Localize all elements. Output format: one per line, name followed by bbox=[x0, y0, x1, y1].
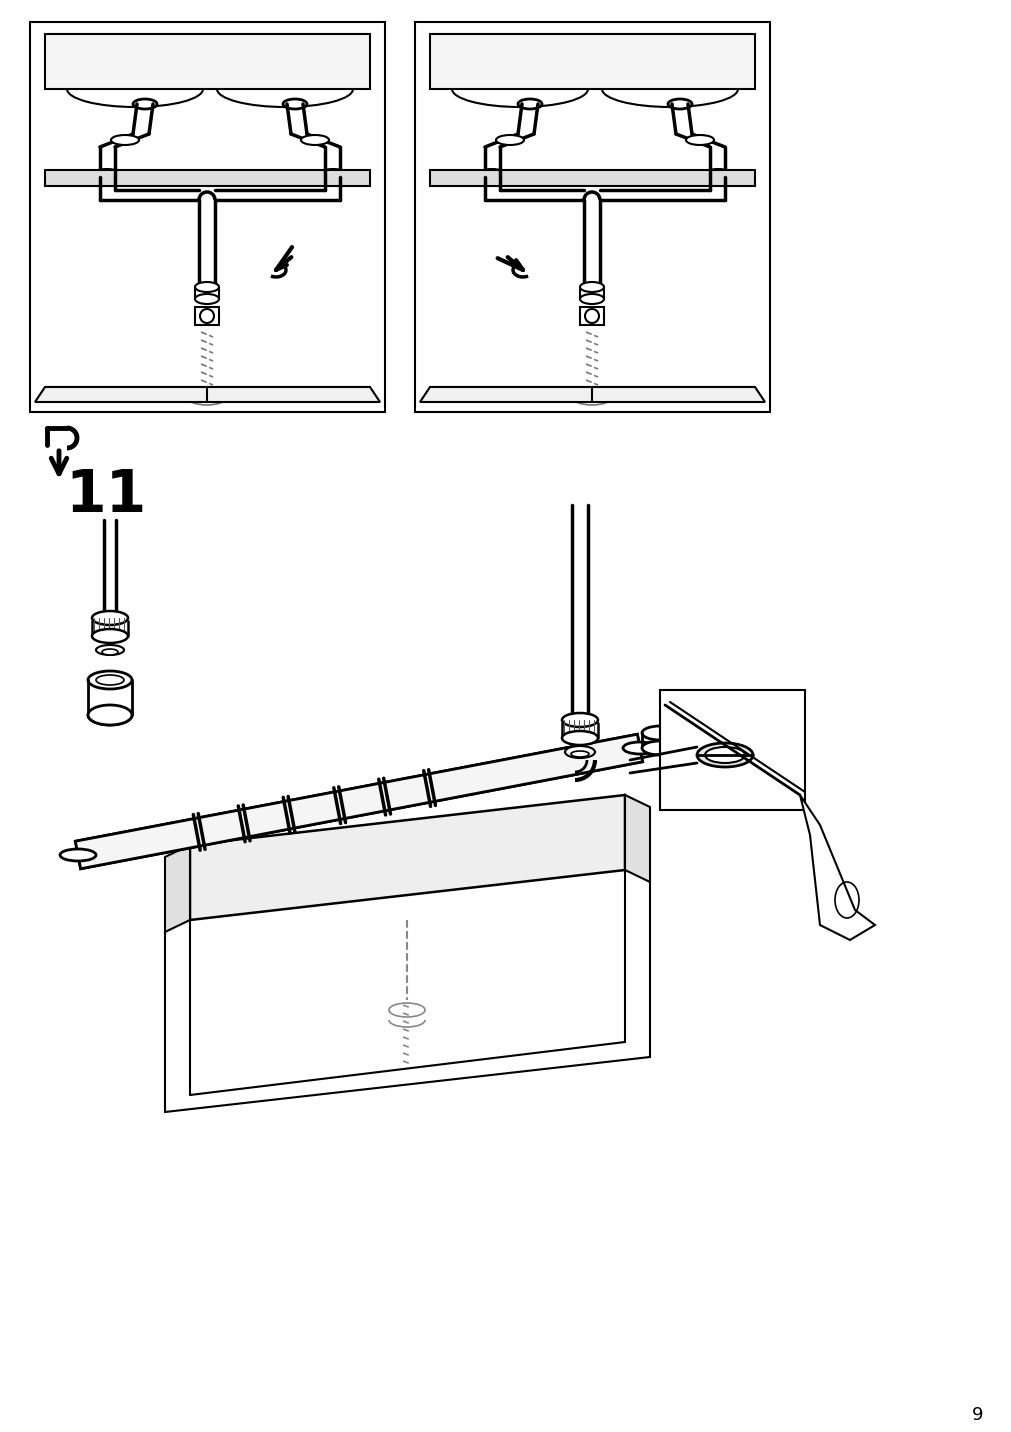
Ellipse shape bbox=[88, 672, 131, 689]
Ellipse shape bbox=[641, 740, 677, 755]
Ellipse shape bbox=[518, 99, 542, 109]
Ellipse shape bbox=[579, 294, 604, 304]
Ellipse shape bbox=[623, 742, 656, 755]
Polygon shape bbox=[165, 845, 190, 932]
Bar bbox=[195, 306, 218, 325]
Bar bbox=[30, 21, 384, 412]
Ellipse shape bbox=[570, 750, 588, 758]
Ellipse shape bbox=[564, 746, 594, 758]
Ellipse shape bbox=[641, 726, 677, 740]
Text: 9: 9 bbox=[972, 1406, 983, 1423]
Polygon shape bbox=[420, 387, 764, 402]
Bar bbox=[430, 34, 754, 89]
Polygon shape bbox=[625, 795, 649, 882]
Ellipse shape bbox=[195, 294, 218, 304]
Bar bbox=[415, 21, 769, 412]
Ellipse shape bbox=[584, 309, 599, 324]
Ellipse shape bbox=[132, 99, 157, 109]
Ellipse shape bbox=[579, 282, 604, 292]
Bar bbox=[44, 34, 370, 89]
Polygon shape bbox=[35, 387, 379, 402]
Ellipse shape bbox=[705, 748, 744, 763]
Polygon shape bbox=[75, 735, 642, 869]
Ellipse shape bbox=[685, 135, 714, 145]
Ellipse shape bbox=[102, 649, 118, 654]
Polygon shape bbox=[75, 735, 642, 869]
Ellipse shape bbox=[111, 135, 139, 145]
Polygon shape bbox=[190, 795, 625, 919]
Bar bbox=[430, 170, 754, 186]
Ellipse shape bbox=[92, 629, 127, 643]
Ellipse shape bbox=[93, 169, 121, 179]
Ellipse shape bbox=[318, 169, 347, 179]
Ellipse shape bbox=[96, 674, 124, 684]
Ellipse shape bbox=[697, 743, 752, 768]
Ellipse shape bbox=[495, 135, 524, 145]
Ellipse shape bbox=[88, 705, 131, 725]
Bar bbox=[659, 690, 804, 811]
Ellipse shape bbox=[96, 644, 124, 654]
Ellipse shape bbox=[561, 730, 598, 745]
Bar bbox=[579, 306, 604, 325]
Ellipse shape bbox=[283, 99, 306, 109]
Text: 11: 11 bbox=[65, 467, 147, 524]
Ellipse shape bbox=[704, 169, 731, 179]
Ellipse shape bbox=[92, 611, 127, 624]
Ellipse shape bbox=[561, 713, 598, 727]
Polygon shape bbox=[800, 795, 875, 939]
Ellipse shape bbox=[667, 99, 692, 109]
Ellipse shape bbox=[60, 849, 96, 861]
Ellipse shape bbox=[477, 169, 506, 179]
Ellipse shape bbox=[195, 282, 218, 292]
Bar bbox=[44, 170, 370, 186]
Ellipse shape bbox=[300, 135, 329, 145]
Ellipse shape bbox=[200, 309, 213, 324]
